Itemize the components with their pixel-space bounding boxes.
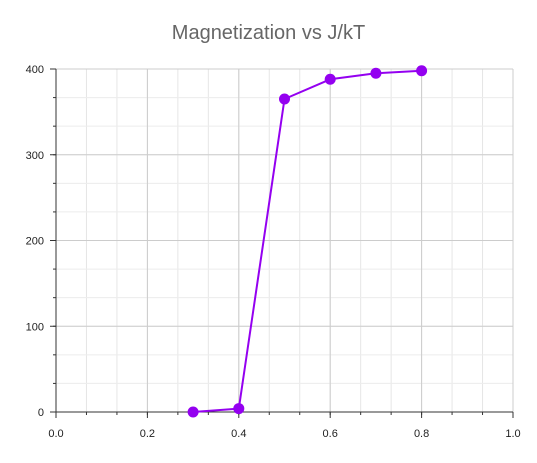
grid (55, 68, 514, 413)
y-tick-label: 400 (26, 64, 44, 76)
x-tick-label: 0.8 (414, 428, 429, 440)
y-tick-label: 300 (26, 150, 44, 162)
y-tick-label: 100 (26, 321, 44, 333)
x-tick-label: 0.0 (48, 428, 63, 440)
data-point (279, 93, 290, 105)
series (187, 65, 428, 418)
axes: 0.0 0.2 0.4 0.6 0.8 1.0 0 100 200 300 400 (26, 64, 521, 440)
x-tick-label: 0.4 (231, 428, 246, 440)
data-point (416, 65, 428, 77)
series-line (193, 69, 422, 413)
y-tick-label: 200 (26, 236, 44, 248)
chart-title: Magnetization vs J/kT (171, 22, 366, 44)
data-point (324, 73, 336, 85)
x-tick-label: 0.2 (140, 428, 155, 440)
data-point (233, 403, 245, 415)
x-tick-label: 0.6 (323, 428, 338, 440)
y-tick-label: 0 (38, 407, 44, 419)
x-tick-label: 1.0 (505, 428, 520, 440)
data-point (370, 67, 382, 79)
data-point (187, 406, 199, 418)
